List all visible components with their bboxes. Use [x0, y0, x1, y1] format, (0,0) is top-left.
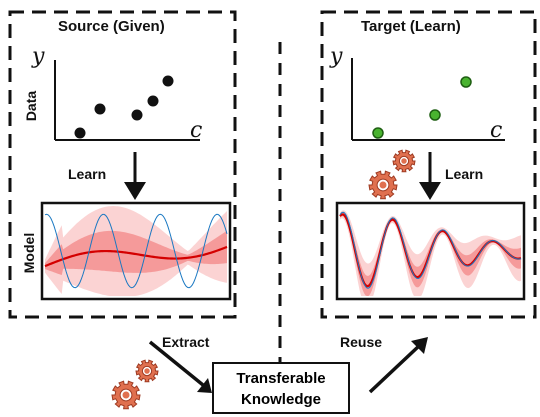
source-data-points	[74, 75, 174, 139]
target-model-plot	[335, 201, 526, 301]
gear-icon	[368, 149, 416, 200]
source-point	[74, 127, 86, 139]
gear-icon	[111, 359, 159, 410]
source-point	[94, 103, 106, 115]
knowledge-line-1: Transferable	[236, 370, 326, 387]
target-learn-arrow	[419, 152, 441, 200]
target-data-points	[372, 76, 472, 139]
source-point	[147, 95, 159, 107]
data-side-label: Data	[23, 90, 40, 122]
source-model-plot	[40, 201, 232, 301]
extract-arrow	[148, 340, 212, 393]
source-data-axes	[54, 60, 200, 141]
reuse-label: Reuse	[340, 334, 383, 350]
source-point	[162, 75, 174, 87]
source-learn-label: Learn	[68, 166, 107, 182]
knowledge-line-2: Knowledge	[240, 391, 321, 408]
model-side-label: Model	[21, 232, 38, 274]
reuse-arrow	[368, 337, 428, 394]
target-data-axes	[351, 58, 505, 141]
target-point	[429, 109, 441, 121]
target-title: Target (Learn)	[361, 18, 461, 35]
source-y-axis-label: y	[32, 44, 45, 69]
source-learn-arrow	[124, 152, 146, 200]
target-x-axis-label: c	[490, 118, 503, 143]
target-y-axis-label: y	[330, 44, 343, 69]
target-point	[372, 127, 384, 139]
source-point	[131, 109, 143, 121]
transferable-knowledge-box: Transferable Knowledge	[212, 362, 350, 414]
source-x-axis-label: c	[190, 118, 203, 143]
extract-label: Extract	[162, 334, 210, 350]
source-panel	[8, 10, 237, 319]
target-point	[460, 76, 472, 88]
source-title: Source (Given)	[58, 18, 165, 35]
target-panel	[320, 10, 537, 319]
target-learn-label: Learn	[445, 166, 484, 182]
